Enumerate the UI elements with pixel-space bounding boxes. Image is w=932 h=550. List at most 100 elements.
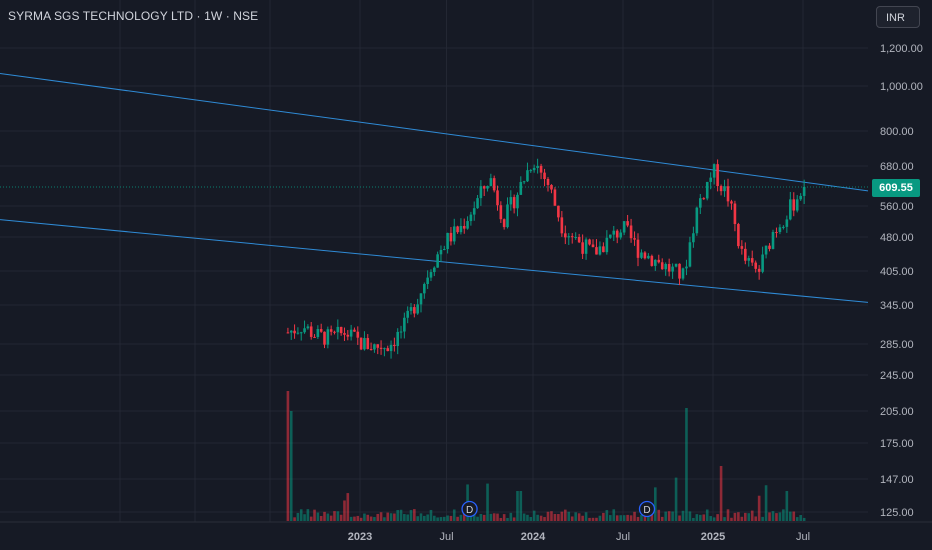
volume-bar	[688, 511, 692, 521]
volume-bar	[737, 512, 740, 521]
volume-bar	[403, 514, 406, 521]
candle-body	[309, 326, 313, 337]
candle-body	[678, 263, 681, 279]
volume-bar	[462, 510, 466, 521]
volume-bar	[326, 513, 330, 521]
candle-body	[532, 167, 536, 171]
candle-body	[363, 338, 366, 350]
volume-bar	[716, 514, 719, 521]
candle-body	[373, 344, 376, 350]
candle-body	[369, 348, 373, 350]
volume-bar	[674, 477, 678, 521]
candle-body	[329, 329, 333, 332]
candle-body	[574, 237, 577, 239]
candle-body	[333, 331, 336, 333]
volume-bar	[678, 515, 681, 521]
dividend-marker-label: D	[466, 505, 473, 516]
x-tick-label: Jul	[439, 531, 453, 543]
candle-body	[605, 237, 609, 253]
volume-bar	[640, 514, 643, 521]
currency-selector[interactable]: INR	[876, 6, 920, 28]
candle-body	[389, 344, 393, 352]
volume-bar	[313, 509, 316, 521]
candle-body	[643, 252, 647, 259]
volume-bar	[570, 516, 574, 521]
candle-body	[626, 221, 629, 226]
candle-body	[681, 268, 685, 279]
candle-body	[476, 198, 479, 209]
volume-bar	[359, 517, 363, 521]
y-tick-label: 285.00	[880, 339, 914, 351]
volume-bar	[775, 513, 778, 521]
volume-bar	[536, 514, 539, 521]
candle-body	[761, 254, 764, 272]
candle-body	[595, 247, 598, 255]
chart-title: SYRMA SGS TECHNOLOGY LTD · 1W · NSE	[8, 9, 259, 23]
volume-bar	[439, 517, 443, 521]
candle-body	[316, 329, 320, 338]
candle-body	[509, 197, 513, 205]
candle-body	[426, 277, 429, 285]
candle-body	[747, 258, 751, 261]
y-tick-label: 125.00	[880, 507, 914, 519]
volume-bar	[750, 510, 754, 521]
volume-bar	[789, 511, 792, 521]
y-tick-label: 175.00	[880, 438, 914, 450]
candle-body	[319, 329, 323, 332]
volume-bar	[396, 510, 400, 521]
volume-bar	[476, 516, 479, 521]
candle-body	[456, 226, 459, 233]
candle-body	[719, 186, 723, 192]
volume-bar	[509, 512, 513, 521]
volume-bar	[757, 495, 761, 521]
candle-body	[403, 317, 406, 332]
volume-bar	[584, 512, 588, 521]
candle-body	[789, 199, 792, 220]
candle-body	[792, 199, 796, 211]
volume-bar	[733, 512, 737, 521]
volume-bar	[389, 513, 393, 521]
volume-bar	[712, 517, 716, 521]
candle-body	[695, 207, 699, 234]
candle-body	[459, 225, 463, 233]
candle-body	[740, 246, 744, 249]
volume-bar	[413, 509, 416, 521]
volume-bar	[657, 509, 661, 521]
volume-bar	[353, 516, 356, 521]
volume-bar	[546, 511, 550, 521]
volume-bar	[574, 512, 577, 521]
volume-bar	[726, 509, 730, 521]
candle-body	[685, 266, 688, 269]
candle-body	[778, 227, 782, 232]
candle-body	[602, 246, 605, 253]
candle-body	[660, 262, 664, 270]
candle-body	[299, 332, 303, 334]
volume-bar	[522, 513, 526, 521]
candle-body	[472, 208, 476, 215]
volume-bar	[626, 514, 629, 521]
candle-body	[492, 178, 496, 191]
volume-bar	[577, 513, 581, 521]
candle-body	[339, 326, 343, 334]
volume-bar	[681, 510, 685, 521]
volume-bar	[564, 509, 567, 521]
volume-bar	[654, 487, 657, 521]
candle-body	[446, 232, 449, 250]
candle-body	[629, 225, 633, 239]
y-tick-label: 560.00	[880, 201, 914, 213]
dividend-marker-label: D	[643, 505, 650, 516]
volume-bar	[346, 493, 350, 521]
candle-body	[306, 326, 310, 329]
volume-bar	[423, 515, 426, 521]
candle-body	[622, 221, 626, 233]
candle-body	[479, 186, 483, 199]
candle-body	[516, 194, 519, 209]
volume-bar	[695, 514, 699, 521]
candle-body	[489, 178, 493, 186]
candle-body	[667, 263, 671, 272]
y-tick-label: 1,000.00	[880, 81, 923, 93]
volume-bar	[526, 514, 529, 521]
candle-body	[705, 181, 709, 199]
candle-body	[744, 248, 747, 261]
